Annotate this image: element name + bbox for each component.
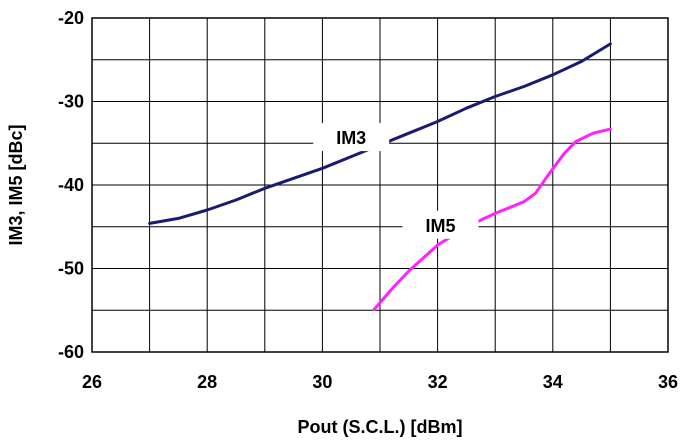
series-label-box bbox=[402, 210, 479, 239]
x-tick-label: 32 bbox=[428, 372, 448, 392]
y-tick-label: -60 bbox=[58, 342, 84, 362]
y-tick-labels: -20 -30 -40 -50 -60 bbox=[58, 8, 84, 362]
x-axis-title: Pout (S.C.L.) [dBm] bbox=[298, 417, 463, 437]
x-tick-label: 34 bbox=[543, 372, 563, 392]
y-tick-label: -40 bbox=[58, 175, 84, 195]
y-axis-title: IM3, IM5 [dBc] bbox=[6, 124, 26, 245]
series-label-im5: IM5 bbox=[425, 216, 455, 236]
x-tick-label: 26 bbox=[82, 372, 102, 392]
series-line-im5 bbox=[372, 127, 612, 311]
x-tick-label: 28 bbox=[197, 372, 217, 392]
plot-border bbox=[91, 17, 669, 353]
series-label-box bbox=[313, 123, 390, 152]
x-tick-labels: 26 28 30 32 34 36 bbox=[82, 372, 678, 392]
y-tick-label: -30 bbox=[58, 92, 84, 112]
series-labels: IM3 IM5 bbox=[313, 123, 479, 239]
x-tick-label: 30 bbox=[312, 372, 332, 392]
y-tick-label: -20 bbox=[58, 8, 84, 28]
y-tick-label: -50 bbox=[58, 259, 84, 279]
x-tick-label: 36 bbox=[658, 372, 678, 392]
series-label-im3: IM3 bbox=[336, 128, 366, 148]
